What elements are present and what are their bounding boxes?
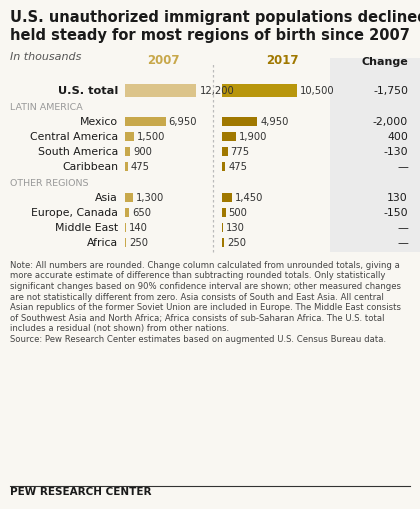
Text: Central America: Central America (30, 132, 118, 142)
Bar (125, 223, 126, 232)
Text: 1,300: 1,300 (136, 192, 164, 203)
Bar (222, 208, 226, 217)
Bar (125, 162, 128, 171)
Text: In thousands: In thousands (10, 52, 81, 62)
Text: significant changes based on 90% confidence interval are shown; other measured c: significant changes based on 90% confide… (10, 281, 401, 291)
Text: 775: 775 (231, 147, 249, 157)
Bar (330, 59, 420, 252)
Text: -130: -130 (383, 147, 408, 157)
Bar (125, 193, 133, 202)
Text: 12,200: 12,200 (200, 86, 234, 96)
Text: 475: 475 (131, 162, 150, 172)
Text: 400: 400 (387, 132, 408, 142)
Text: OTHER REGIONS: OTHER REGIONS (10, 178, 89, 187)
Text: of Southwest Asia and North Africa; Africa consists of sub-Saharan Africa. The U: of Southwest Asia and North Africa; Afri… (10, 313, 384, 322)
Bar (125, 117, 166, 126)
Text: more accurate estimate of difference than subtracting rounded totals. Only stati: more accurate estimate of difference tha… (10, 271, 386, 280)
Bar (125, 238, 126, 247)
Bar (222, 223, 223, 232)
Text: Middle East: Middle East (55, 222, 118, 233)
Text: 1,900: 1,900 (239, 132, 267, 142)
Text: 2007: 2007 (147, 54, 180, 67)
Text: 475: 475 (228, 162, 247, 172)
Text: 650: 650 (132, 208, 151, 217)
Text: 130: 130 (226, 222, 245, 233)
Text: 6,950: 6,950 (169, 117, 197, 127)
Bar (222, 193, 232, 202)
Bar (222, 132, 236, 141)
Text: are not statistically different from zero. Asia consists of South and East Asia.: are not statistically different from zer… (10, 292, 384, 301)
Text: 900: 900 (133, 147, 152, 157)
Text: 4,950: 4,950 (260, 117, 289, 127)
Text: -1,750: -1,750 (373, 86, 408, 96)
Text: 250: 250 (227, 238, 246, 247)
Text: LATIN AMERICA: LATIN AMERICA (10, 102, 83, 111)
Text: Caribbean: Caribbean (62, 162, 118, 172)
Text: 250: 250 (129, 238, 148, 247)
Text: South America: South America (38, 147, 118, 157)
Text: Change: Change (361, 57, 408, 67)
Text: U.S. total: U.S. total (58, 86, 118, 96)
Text: PEW RESEARCH CENTER: PEW RESEARCH CENTER (10, 486, 152, 496)
Bar (125, 147, 130, 156)
Bar (222, 238, 224, 247)
Text: Asia: Asia (95, 192, 118, 203)
Bar (222, 84, 297, 97)
Text: 10,500: 10,500 (300, 86, 335, 96)
Text: includes a residual (not shown) from other nations.: includes a residual (not shown) from oth… (10, 323, 229, 332)
Text: Note: All numbers are rounded. Change column calculated from unrounded totals, g: Note: All numbers are rounded. Change co… (10, 261, 400, 269)
Text: —: — (397, 238, 408, 247)
Text: Source: Pew Research Center estimates based on augmented U.S. Census Bureau data: Source: Pew Research Center estimates ba… (10, 334, 386, 343)
Text: 140: 140 (129, 222, 148, 233)
Text: 130: 130 (387, 192, 408, 203)
Bar (125, 84, 197, 97)
Bar (222, 117, 257, 126)
Bar (125, 208, 129, 217)
Text: Mexico: Mexico (80, 117, 118, 127)
Text: 500: 500 (228, 208, 247, 217)
Text: Asian republics of the former Soviet Union are included in Europe. The Middle Ea: Asian republics of the former Soviet Uni… (10, 302, 401, 312)
Text: 1,500: 1,500 (137, 132, 165, 142)
Bar (125, 132, 134, 141)
Text: Africa: Africa (87, 238, 118, 247)
Bar (222, 147, 228, 156)
Text: —: — (397, 162, 408, 172)
Text: 1,450: 1,450 (235, 192, 264, 203)
Text: -2,000: -2,000 (373, 117, 408, 127)
Text: —: — (397, 222, 408, 233)
Bar (222, 162, 226, 171)
Text: U.S. unauthorized immigrant populations declined or
held steady for most regions: U.S. unauthorized immigrant populations … (10, 10, 420, 43)
Text: 2017: 2017 (266, 54, 298, 67)
Text: -150: -150 (383, 208, 408, 217)
Text: Europe, Canada: Europe, Canada (31, 208, 118, 217)
